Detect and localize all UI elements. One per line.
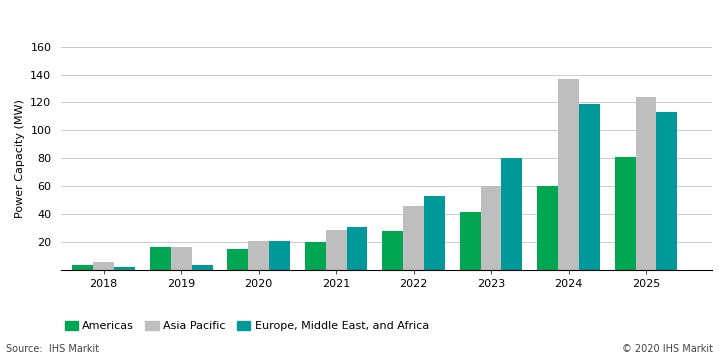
Bar [227, 249, 248, 270]
Text: Energy storage installations at EV chargers by major region (2018–25): Energy storage installations at EV charg… [6, 14, 534, 27]
Bar [579, 104, 600, 270]
Bar [192, 265, 213, 270]
Bar [537, 187, 558, 270]
Bar [615, 157, 636, 270]
Legend: Americas, Asia Pacific, Europe, Middle East, and Africa: Americas, Asia Pacific, Europe, Middle E… [60, 316, 434, 335]
Text: © 2020 IHS Markit: © 2020 IHS Markit [622, 344, 713, 354]
Bar [459, 212, 480, 270]
Bar [424, 196, 445, 270]
Bar [248, 241, 269, 270]
Bar [150, 247, 170, 270]
Bar [347, 227, 367, 270]
Bar [305, 242, 326, 270]
Bar [383, 231, 403, 270]
Bar [636, 97, 656, 270]
Bar [269, 241, 290, 270]
Bar [558, 79, 579, 270]
Bar [501, 158, 523, 270]
Text: Source:  IHS Markit: Source: IHS Markit [6, 344, 99, 354]
Bar [480, 187, 501, 270]
Bar [656, 112, 677, 270]
Bar [403, 206, 424, 270]
Y-axis label: Power Capacity (MW): Power Capacity (MW) [14, 99, 24, 218]
Bar [114, 267, 135, 270]
Bar [170, 247, 192, 270]
Bar [326, 230, 347, 270]
Bar [93, 262, 114, 270]
Bar [73, 265, 93, 270]
